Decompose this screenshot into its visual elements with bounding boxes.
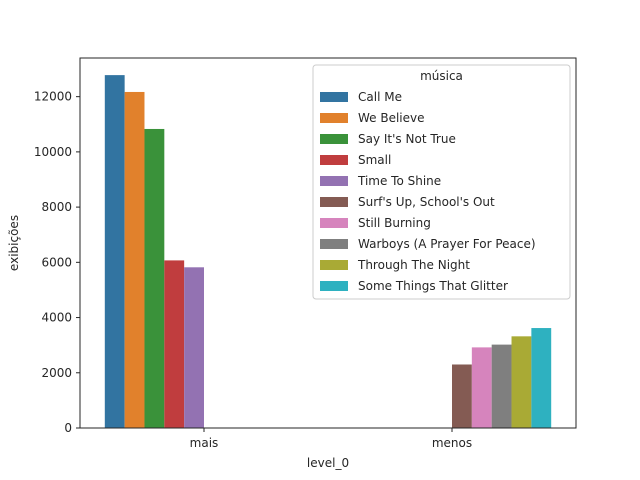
legend-label: Through The Night	[357, 258, 470, 272]
legend-label: Some Things That Glitter	[358, 279, 508, 293]
x-tick-label: menos	[432, 436, 472, 450]
legend-title: música	[420, 69, 463, 83]
y-axis: 0 2000 4000 6000 8000 10000 12000	[34, 90, 80, 435]
plot-frame	[79, 57, 577, 429]
legend-swatch	[320, 218, 348, 228]
legend-swatch	[320, 155, 348, 165]
bar	[452, 364, 472, 428]
legend-label: Still Burning	[358, 216, 431, 230]
legend-swatch	[320, 197, 348, 207]
bars	[104, 75, 552, 429]
legend-swatch	[320, 281, 348, 291]
legend-swatch	[320, 92, 348, 102]
legend-swatch	[320, 134, 348, 144]
y-tick-label: 6000	[41, 255, 72, 269]
legend-items: Call Me We Believe Say It's Not True Small T…	[320, 90, 536, 293]
bar	[491, 344, 512, 428]
legend-box	[312, 64, 571, 300]
x-axis-label: level_0	[307, 456, 349, 470]
y-tick-label: 10000	[34, 145, 72, 159]
bar	[144, 128, 165, 428]
legend-label: Warboys (A Prayer For Peace)	[358, 237, 536, 251]
bar	[164, 260, 185, 428]
y-tick-label: 0	[64, 421, 72, 435]
bar	[511, 336, 532, 428]
bar	[124, 91, 145, 429]
legend-label: Say It's Not True	[358, 132, 456, 146]
bar	[471, 347, 492, 428]
bar	[184, 267, 204, 428]
x-tick-label: mais	[190, 436, 219, 450]
legend: música Call Me We Believe Say It's Not Tru…	[312, 64, 571, 300]
x-axis: mais menos	[190, 428, 472, 450]
bar	[104, 75, 125, 429]
bar	[531, 328, 552, 428]
legend-label: We Believe	[358, 111, 425, 125]
y-tick-label: 12000	[34, 90, 72, 104]
legend-label: Call Me	[358, 90, 402, 104]
y-axis-label: exibições	[7, 215, 21, 271]
legend-swatch	[320, 113, 348, 123]
y-tick-label: 4000	[41, 311, 72, 325]
legend-swatch	[320, 239, 348, 249]
legend-label: Time To Shine	[357, 174, 441, 188]
y-tick-label: 8000	[41, 200, 72, 214]
y-tick-label: 2000	[41, 366, 72, 380]
legend-swatch	[320, 176, 348, 186]
legend-label: Surf's Up, School's Out	[358, 195, 495, 209]
legend-swatch	[320, 260, 348, 270]
legend-label: Small	[358, 153, 391, 167]
